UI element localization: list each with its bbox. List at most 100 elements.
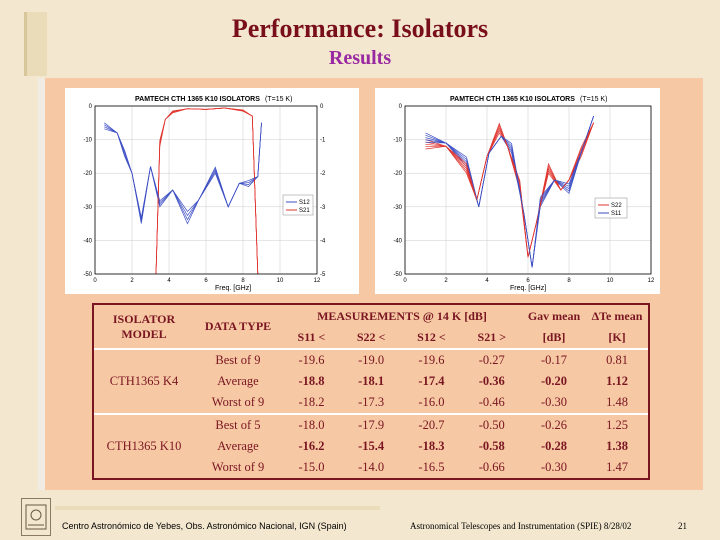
y-tick-label: 0 (399, 104, 403, 110)
type-cell: Worst of 9 (211, 395, 265, 410)
header-measurements: MEASUREMENTS @ 14 K [dB] (317, 308, 487, 323)
s22-cell: -14.0 (358, 460, 385, 475)
header-s12: S12 < (417, 330, 446, 344)
x-tick-label: 4 (167, 278, 171, 284)
legend-label-s12: S12 (299, 200, 310, 206)
s22-cell: -17.3 (358, 395, 385, 410)
x-axis-label: Freq. [GHz] (510, 285, 546, 292)
x-tick-label: 10 (607, 278, 614, 284)
dte-cell: 1.12 (606, 374, 628, 389)
x-tick-label: 8 (241, 278, 245, 284)
tick-labels: 0 2 4 6 8 10 12 0 -10 -20 -30 -40 -50 (393, 104, 655, 284)
gav-cell: -0.20 (540, 374, 568, 389)
s21-cell: -0.66 (478, 460, 505, 475)
table-row: Worst of 9 -15.0 -14.0 -16.5 -0.66 -0.30… (94, 457, 648, 478)
dte-cell: 1.47 (606, 460, 628, 475)
header-dte: ΔTe mean (591, 308, 643, 323)
legend: S22 S11 (594, 197, 628, 219)
chart-series-group (104, 107, 262, 275)
s12-cell: -19.6 (418, 353, 445, 368)
x-tick-label: 2 (130, 278, 134, 284)
measurements-table: ISOLATOR MODEL DATA TYPE MEASUREMENTS @ … (92, 303, 650, 480)
header-gav: Gav mean (527, 308, 581, 323)
model-cell: CTH1365 K10 (94, 413, 194, 478)
y-tick-label: -40 (83, 238, 92, 244)
type-cell: Average (217, 439, 259, 454)
s21-cell: -0.46 (478, 395, 505, 410)
header-s11: S11 < (297, 330, 326, 344)
s12-cell: -20.7 (401, 413, 462, 437)
y-tick-label: -20 (83, 171, 92, 177)
series-s11-trace (425, 115, 594, 268)
header-gav-unit: [dB] (542, 330, 566, 344)
chart-series-group (425, 115, 594, 268)
x-tick-label: 2 (444, 278, 448, 284)
chart-s12-s21-svg: 0 2 4 6 8 10 120-10-20-30-40-500-1-2-3-4-5 PAM… (83, 96, 326, 292)
gav-cell: -0.28 (540, 439, 568, 454)
s21-cell: -0.27 (478, 353, 505, 368)
y-tick-label: -50 (83, 272, 92, 278)
y2-tick-label: -1 (320, 138, 326, 144)
legend-label-s21: S21 (299, 208, 310, 214)
plot-frame (94, 105, 318, 275)
footer-institution: Centro Astronómico de Yebes, Obs. Astron… (62, 521, 347, 531)
s11-cell: -15.0 (298, 460, 325, 475)
s11-cell: -19.6 (298, 353, 325, 368)
s11-cell: -16.2 (298, 439, 325, 454)
chart-title: PAMTECH CTH 1365 K10 ISOLATORS (135, 96, 260, 103)
x-tick-label: 6 (204, 278, 208, 284)
y-tick-label: 0 (89, 104, 93, 110)
series-s22-trace (425, 122, 594, 258)
y2-tick-label: 0 (320, 104, 324, 110)
s12-cell: -18.3 (418, 439, 445, 454)
s12-cell: -16.0 (418, 395, 445, 410)
gav-cell: -0.30 (540, 460, 568, 475)
header-dte-unit: [K] (608, 330, 626, 344)
y-tick-label: -10 (393, 138, 402, 144)
table-row: Average -18.8 -18.1 -17.4 -0.36 -0.20 1.… (94, 371, 648, 392)
type-cell: Worst of 9 (211, 460, 265, 475)
table-row: Worst of 9 -18.2 -17.3 -16.0 -0.46 -0.30… (94, 392, 648, 414)
series-s12-trace (104, 122, 262, 218)
s21-cell: -0.58 (478, 439, 505, 454)
y2-tick-label: -4 (320, 238, 326, 244)
y-tick-label: -30 (393, 205, 402, 211)
s12-cell: -17.4 (418, 374, 445, 389)
chart-s12-s21: 0 2 4 6 8 10 12 0 -10 -20 -30 -40 -50 0 -1 -2 -3 -4 -5 PAM… (65, 88, 359, 294)
s12-cell: -16.5 (418, 460, 445, 475)
footer-divider (55, 506, 380, 510)
type-cell: Best of 5 (194, 413, 282, 437)
x-tick-label: 12 (648, 278, 655, 284)
series-s11-trace (425, 115, 594, 268)
x-tick-label: 12 (314, 278, 321, 284)
footer-conference: Astronomical Telescopes and Instrumentat… (410, 521, 632, 531)
gav-cell: -0.30 (540, 395, 568, 410)
y-tick-label: -30 (83, 205, 92, 211)
y-tick-label: -50 (393, 272, 402, 278)
y2-tick-label: -2 (320, 171, 326, 177)
header-s22: S22 < (356, 330, 386, 344)
s11-cell: -18.8 (298, 374, 325, 389)
s22-cell: -15.4 (358, 439, 385, 454)
header-data-type: DATA TYPE (204, 319, 272, 333)
title-accent-bar (24, 12, 47, 76)
series-s11-trace (425, 115, 594, 268)
series-s22-trace (425, 122, 594, 258)
chart-title-suffix: (T=15 K) (265, 96, 292, 103)
chart-s22-s11: 0 2 4 6 8 10 12 0 -10 -20 -30 -40 -50 PAMTECH CTH 13… (375, 88, 660, 294)
table-row: Average -16.2 -15.4 -18.3 -0.58 -0.28 1.… (94, 436, 648, 457)
s11-cell: -18.0 (282, 413, 341, 437)
chart-s22-s11-svg: 0 2 4 6 8 10 12 0 -10 -20 -30 -40 -50 PAMTECH CTH 13… (393, 96, 655, 292)
type-cell: Average (217, 374, 259, 389)
y-tick-label: -20 (393, 171, 402, 177)
type-cell: Best of 9 (215, 353, 261, 368)
x-tick-label: 0 (403, 278, 407, 284)
y2-tick-label: -3 (320, 205, 326, 211)
series-s21-trace (155, 107, 259, 275)
dte-cell: 1.38 (606, 439, 628, 454)
x-tick-label: 0 (93, 278, 97, 284)
table-row: CTH1365 K10 Best of 5 -18.0 -17.9 -20.7 … (94, 413, 648, 478)
series-s22-trace (425, 122, 594, 258)
s21-cell: -0.50 (461, 413, 522, 437)
plot-frame (404, 105, 652, 275)
